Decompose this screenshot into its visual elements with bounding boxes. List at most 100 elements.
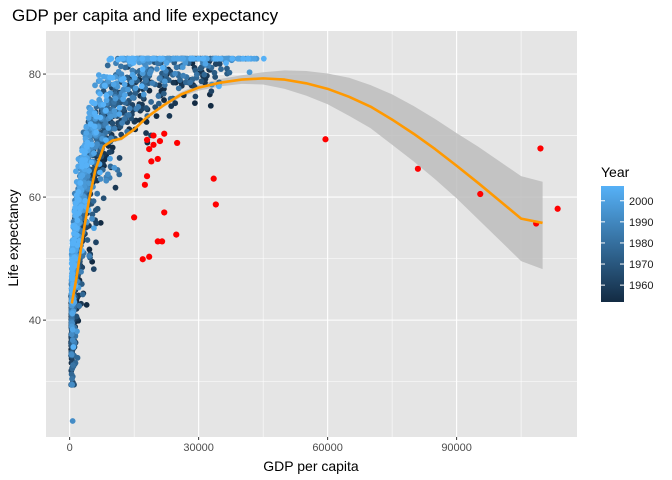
scatter-point xyxy=(86,253,93,259)
scatter-point xyxy=(97,169,103,176)
scatter-point xyxy=(71,208,78,215)
highlighted-point xyxy=(143,173,151,180)
scatter-point xyxy=(73,192,80,199)
highlighted-point xyxy=(477,190,484,198)
scatter-point xyxy=(197,65,204,72)
scatter-point xyxy=(161,78,168,85)
scatter-point xyxy=(84,237,91,243)
scatter-point xyxy=(149,80,156,86)
scatter-point xyxy=(84,139,91,146)
scatter-point xyxy=(110,81,117,88)
scatter-point xyxy=(179,64,186,71)
scatter-point xyxy=(146,87,153,94)
scatter-point xyxy=(147,68,154,74)
scatter-point xyxy=(118,71,125,78)
scatter-point xyxy=(128,79,135,86)
scatter-point xyxy=(157,55,164,62)
legend-label: 1990 xyxy=(629,217,653,229)
scatter-point xyxy=(139,55,146,62)
legend: Year 1960 1970 1980 1990 2000 xyxy=(601,164,653,302)
scatter-point xyxy=(73,213,79,219)
legend-ticks: 1960 1970 1980 1990 2000 xyxy=(601,196,653,292)
scatter-point xyxy=(175,85,182,92)
scatter-point xyxy=(70,344,77,350)
scatter-point xyxy=(68,331,75,338)
legend-label: 1980 xyxy=(629,238,653,250)
scatter-point xyxy=(90,198,97,205)
scatter-point xyxy=(89,215,95,222)
highlighted-point xyxy=(554,205,561,212)
scatter-point xyxy=(143,105,150,111)
scatter-point xyxy=(97,77,103,84)
scatter-point xyxy=(116,104,123,111)
scatter-point xyxy=(83,130,90,136)
scatter-point xyxy=(71,223,78,229)
scatter-point xyxy=(216,60,223,67)
scatter-point xyxy=(97,219,104,226)
scatter-point xyxy=(105,125,112,131)
scatter-point xyxy=(104,171,111,178)
scatter-point xyxy=(109,120,116,127)
scatter-point xyxy=(71,230,77,237)
scatter-point xyxy=(73,168,79,175)
scatter-point xyxy=(154,60,161,67)
scatter-point xyxy=(100,101,107,108)
scatter-point xyxy=(72,262,78,269)
x-tick-label: 30000 xyxy=(183,442,214,454)
highlighted-point xyxy=(141,181,148,188)
scatter-point xyxy=(115,56,122,63)
scatter-point xyxy=(82,157,89,163)
scatter-point xyxy=(85,114,92,121)
scatter-point xyxy=(223,60,229,66)
x-tick-label: 90000 xyxy=(441,442,472,454)
scatter-point xyxy=(216,83,222,90)
scatter-point xyxy=(151,55,157,62)
scatter-point xyxy=(108,113,114,120)
scatter-point xyxy=(240,55,247,62)
scatter-point xyxy=(112,95,119,102)
y-axis-title: Life expectancy xyxy=(5,189,21,286)
scatter-point xyxy=(195,55,202,62)
highlighted-point xyxy=(212,201,219,208)
y-tick-label: 80 xyxy=(29,69,41,81)
scatter-point xyxy=(211,69,218,76)
scatter-point xyxy=(83,162,90,169)
scatter-point xyxy=(93,239,99,246)
scatter-point xyxy=(97,91,103,97)
legend-label: 1970 xyxy=(629,259,653,271)
scatter-point xyxy=(83,124,90,131)
highlighted-point xyxy=(322,136,329,143)
confidence-band-layer xyxy=(71,70,543,308)
scatter-point xyxy=(89,211,96,218)
highlighted-point xyxy=(161,209,168,216)
scatter-point xyxy=(155,93,162,99)
scatter-point xyxy=(166,113,173,119)
scatter-point xyxy=(198,78,205,85)
scatter-point xyxy=(161,97,167,103)
scatter-point xyxy=(118,63,124,70)
scatter-point xyxy=(88,159,95,166)
scatter-point xyxy=(218,66,224,73)
scatter-point xyxy=(116,111,123,117)
scatter-point xyxy=(251,55,258,62)
scatter-point xyxy=(69,240,76,247)
scatter-point xyxy=(97,114,104,121)
legend-title: Year xyxy=(601,164,630,180)
scatter-point xyxy=(153,113,160,120)
scatter-point xyxy=(226,69,233,76)
scatter-point xyxy=(88,141,95,148)
highlighted-point xyxy=(174,139,181,147)
scatter-point xyxy=(86,180,92,187)
scatter-point xyxy=(74,354,81,361)
y-tick-label: 60 xyxy=(29,192,41,204)
highlighted-point xyxy=(143,136,151,143)
highlighted-point xyxy=(158,238,166,245)
scatter-point xyxy=(92,207,99,214)
highlighted-point xyxy=(150,132,157,139)
scatter-point xyxy=(103,177,110,184)
highlighted-point xyxy=(148,158,155,165)
highlighted-point xyxy=(146,146,153,153)
highlighted-point xyxy=(131,214,138,221)
highlighted-points-layer xyxy=(131,130,561,263)
scatter-point xyxy=(69,326,76,333)
